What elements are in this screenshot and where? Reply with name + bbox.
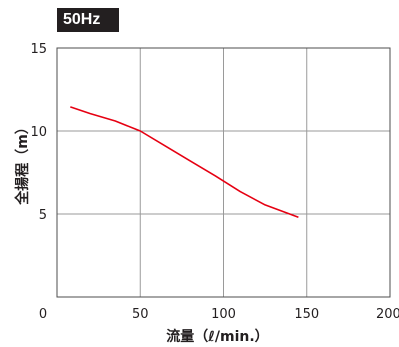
x-tick-label: 100 — [211, 307, 236, 322]
x-tick-label: 200 — [376, 307, 399, 322]
y-tick-label: 15 — [30, 42, 47, 57]
x-tick-labels: 0 50 100 150 200 — [39, 307, 399, 322]
y-tick-label: 5 — [39, 208, 47, 223]
x-tick-label: 50 — [132, 307, 149, 322]
y-tick-label: 10 — [30, 125, 47, 140]
series-line — [70, 106, 299, 219]
y-tick-labels: 5 10 15 — [30, 42, 47, 223]
plot-frame — [56, 47, 391, 298]
y-axis-label: 全揚程（m） — [14, 120, 31, 206]
frequency-badge: 50Hz — [57, 8, 119, 32]
gridlines — [57, 48, 390, 297]
series-group — [70, 106, 299, 219]
x-tick-label: 150 — [294, 307, 319, 322]
x-tick-label: 0 — [39, 307, 47, 322]
x-axis-label: 流量（ℓ/min.） — [166, 328, 268, 345]
